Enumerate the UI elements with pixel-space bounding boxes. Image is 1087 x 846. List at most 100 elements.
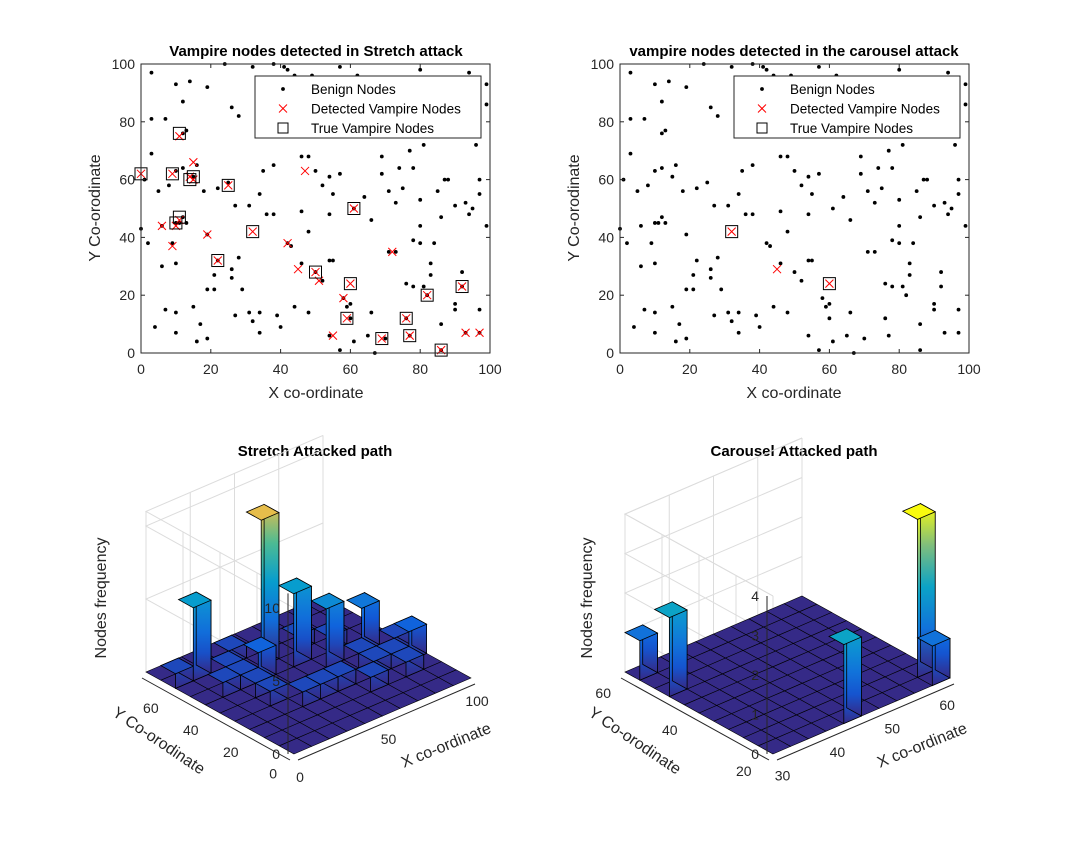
bar-top — [393, 615, 428, 633]
histogram-bar — [653, 601, 689, 698]
benign-node-point — [229, 267, 234, 272]
legend-dot-icon — [760, 87, 764, 91]
benign-node-point — [470, 206, 475, 211]
benign-node-point — [418, 241, 423, 246]
benign-node-point — [900, 284, 905, 289]
true-vampire-point — [375, 332, 389, 346]
benign-node-point — [656, 221, 661, 225]
detected-vampire-point — [772, 264, 782, 274]
true-vampire-point — [246, 225, 260, 239]
grid-line — [144, 449, 324, 609]
benign-node-point — [827, 316, 832, 321]
x-tick-label: 40 — [752, 361, 768, 377]
benign-node-point — [792, 270, 797, 274]
x-axis-label: X co-ordinate — [268, 385, 363, 402]
histogram-bar — [310, 592, 345, 669]
histogram-bar — [624, 624, 659, 681]
benign-node-point — [484, 82, 489, 87]
benign-node-point — [149, 151, 154, 156]
benign-node-point — [348, 301, 353, 306]
benign-node-point — [432, 241, 437, 246]
detected-vampire-point — [825, 279, 834, 288]
benign-node-point — [830, 206, 835, 211]
benign-node-point — [428, 273, 433, 277]
benign-node-point — [684, 336, 689, 341]
stretch-3d-histogram: Stretch Attacked path 05100501000204060 … — [93, 434, 494, 785]
benign-node-point — [705, 180, 710, 185]
benign-node-point — [278, 325, 283, 329]
benign-node-point — [484, 223, 489, 228]
benign-node-point — [327, 174, 332, 179]
benign-node-point — [313, 169, 318, 173]
benign-node-point — [233, 313, 238, 318]
benign-node-point — [761, 64, 765, 69]
benign-node-point — [418, 197, 423, 202]
detected-vampire-point — [293, 264, 303, 274]
z-tick-label: 3 — [751, 628, 759, 644]
floor-cell — [783, 595, 818, 613]
benign-node-point — [351, 339, 356, 344]
benign-node-point — [421, 143, 426, 147]
benign-node-point — [715, 114, 720, 118]
benign-node-point — [386, 189, 391, 194]
benign-node-point — [467, 212, 471, 217]
benign-node-point — [642, 307, 647, 312]
y-tick-label: 40 — [598, 229, 614, 245]
benign-node-point — [918, 348, 923, 353]
benign-node-point — [271, 163, 276, 168]
benign-node-point — [247, 310, 252, 315]
detected-vampire-point — [248, 227, 258, 236]
benign-node-point — [160, 264, 164, 269]
benign-node-point — [282, 64, 286, 69]
benign-node-point — [379, 154, 384, 159]
histogram-bar — [390, 645, 425, 678]
benign-node-point — [320, 278, 325, 283]
true-vampire-point — [186, 170, 200, 184]
benign-node-point — [250, 319, 255, 324]
benign-node-point — [670, 174, 675, 179]
legend-entry: True Vampire Nodes — [311, 121, 434, 136]
benign-node-point — [890, 238, 895, 243]
benign-node-point — [149, 117, 154, 121]
y-tick-label: 60 — [143, 700, 159, 716]
benign-node-point — [201, 189, 206, 194]
benign-node-point — [191, 304, 196, 309]
benign-node-point — [460, 270, 464, 274]
benign-node-point — [229, 105, 234, 110]
bar-top — [159, 657, 195, 675]
y-tick-label: 0 — [606, 345, 614, 361]
true-vampire-point — [165, 167, 179, 181]
benign-node-point — [229, 275, 234, 280]
detected-vampire-point — [461, 328, 470, 338]
benign-node-point — [918, 322, 923, 326]
benign-node-point — [477, 307, 482, 312]
benign-node-point — [174, 82, 178, 87]
benign-node-point — [369, 310, 374, 315]
benign-node-point — [421, 284, 426, 289]
benign-node-point — [257, 192, 262, 196]
benign-node-point — [911, 241, 916, 246]
benign-node-point — [799, 278, 804, 283]
legend-entry: Benign Nodes — [311, 82, 396, 97]
benign-node-point — [453, 307, 457, 312]
y-tick-label: 100 — [591, 56, 615, 72]
x-tick-label: 0 — [137, 361, 145, 377]
benign-node-point — [198, 322, 203, 326]
detected-vampire-point — [223, 181, 233, 190]
benign-node-point — [817, 348, 821, 353]
benign-node-point — [653, 330, 657, 335]
benign-node-point — [740, 169, 745, 173]
y-tick-label: 60 — [119, 172, 135, 188]
x-tick-label: 100 — [465, 693, 489, 709]
legend-box — [733, 75, 961, 139]
benign-node-point — [271, 212, 276, 217]
benign-node-point — [327, 258, 332, 263]
bar-top — [390, 645, 425, 663]
benign-node-point — [897, 223, 902, 228]
benign-node-point — [883, 281, 888, 286]
benign-node-point — [226, 180, 231, 185]
benign-node-point — [778, 209, 783, 214]
x-tick-label: 80 — [891, 361, 907, 377]
stretch-scatter-axes: Vampire nodes detected in Stretch attack… — [87, 43, 502, 402]
benign-node-point — [921, 177, 926, 182]
